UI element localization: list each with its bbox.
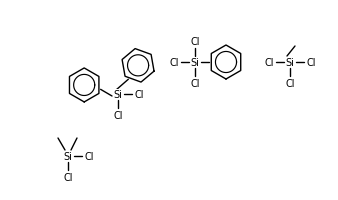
Text: Si: Si — [191, 58, 199, 68]
Text: Cl: Cl — [190, 37, 200, 47]
Text: Cl: Cl — [63, 172, 73, 182]
Text: Cl: Cl — [190, 79, 200, 89]
Text: Cl: Cl — [113, 110, 123, 120]
Text: Si: Si — [64, 151, 72, 161]
Text: Cl: Cl — [306, 58, 316, 68]
Text: Cl: Cl — [285, 79, 295, 89]
Text: Si: Si — [286, 58, 294, 68]
Text: Cl: Cl — [84, 151, 94, 161]
Text: Si: Si — [114, 90, 122, 100]
Text: Cl: Cl — [264, 58, 274, 68]
Text: Cl: Cl — [169, 58, 179, 68]
Text: Cl: Cl — [134, 90, 144, 100]
